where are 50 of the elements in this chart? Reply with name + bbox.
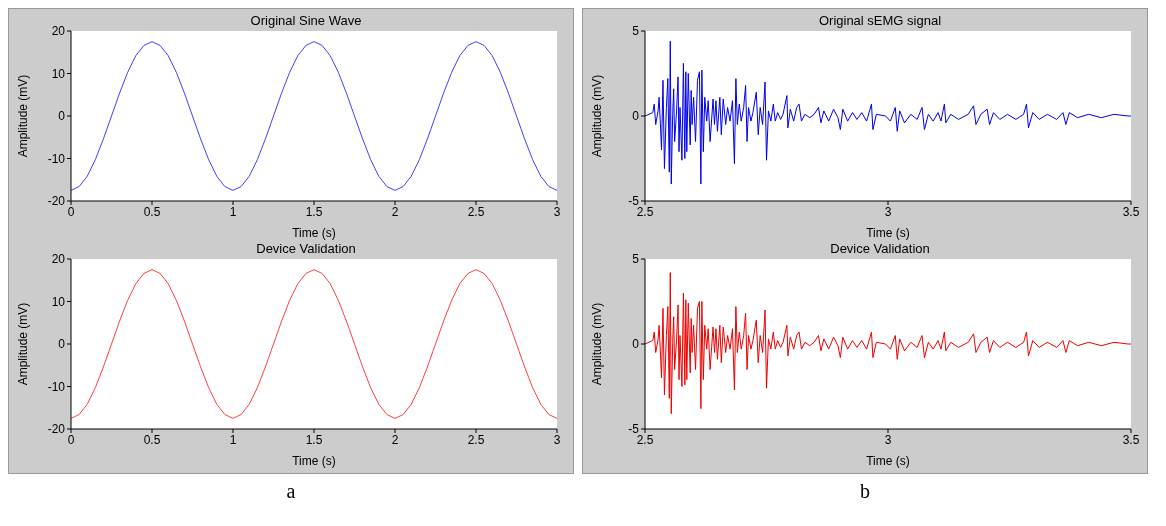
y-tick-label: 5: [632, 24, 640, 39]
x-tick-label: 2.5: [636, 432, 654, 447]
x-axis-title: Time (s): [292, 454, 336, 468]
y-tick-label: 0: [58, 109, 66, 124]
x-tick-label: 0.5: [143, 432, 161, 447]
y-tick-label: -20: [47, 422, 66, 437]
x-tick-label: 3: [884, 432, 892, 447]
y-tick-label: 10: [51, 66, 66, 81]
chart-title: Device Validation: [830, 241, 930, 256]
x-axis-title: Time (s): [866, 454, 910, 468]
line-series: [71, 269, 557, 419]
y-tick-label: 20: [51, 24, 66, 39]
line-series: [71, 41, 557, 191]
y-tick-label: 10: [51, 294, 66, 309]
text: a: [286, 480, 296, 503]
y-axis-title: Amplitude (mV): [16, 302, 31, 386]
x-tick-label: 3: [553, 432, 561, 447]
y-axis-title: Amplitude (mV): [590, 302, 605, 386]
x-tick-label: 3.5: [1122, 432, 1140, 447]
x-tick-label: 2.5: [636, 204, 654, 219]
y-axis-title: Amplitude (mV): [16, 74, 31, 158]
y-tick-label: 0: [632, 337, 640, 352]
line-series: [645, 40, 1131, 185]
y-axis-title: Amplitude (mV): [590, 74, 605, 158]
x-tick-label: 2.5: [467, 432, 485, 447]
chart-title: Original sEMG signal: [818, 13, 942, 28]
text: b: [860, 480, 870, 503]
x-axis-title: Time (s): [292, 226, 336, 240]
y-tick-label: 0: [58, 337, 66, 352]
chart-title: Original Sine Wave: [250, 13, 362, 28]
y-tick-label: -20: [47, 194, 66, 209]
x-tick-label: 1.5: [305, 432, 323, 447]
x-tick-label: 3: [884, 204, 892, 219]
x-axis-title: Time (s): [866, 226, 910, 240]
x-tick-label: 1: [229, 204, 237, 219]
x-tick-label: 3: [553, 204, 561, 219]
chart-title: Device Validation: [256, 241, 356, 256]
y-tick-label: 20: [51, 252, 66, 267]
y-tick-label: -10: [47, 151, 66, 166]
x-tick-label: 0.5: [143, 204, 161, 219]
x-tick-label: 2: [391, 432, 399, 447]
x-tick-label: 3.5: [1122, 204, 1140, 219]
x-tick-label: 2: [391, 204, 399, 219]
x-tick-label: 2.5: [467, 204, 485, 219]
y-tick-label: -10: [47, 379, 66, 394]
line-series: [645, 272, 1131, 415]
y-tick-label: 5: [632, 252, 640, 267]
y-tick-label: 0: [632, 109, 640, 124]
x-tick-label: 1: [229, 432, 237, 447]
x-tick-label: 1.5: [305, 204, 323, 219]
